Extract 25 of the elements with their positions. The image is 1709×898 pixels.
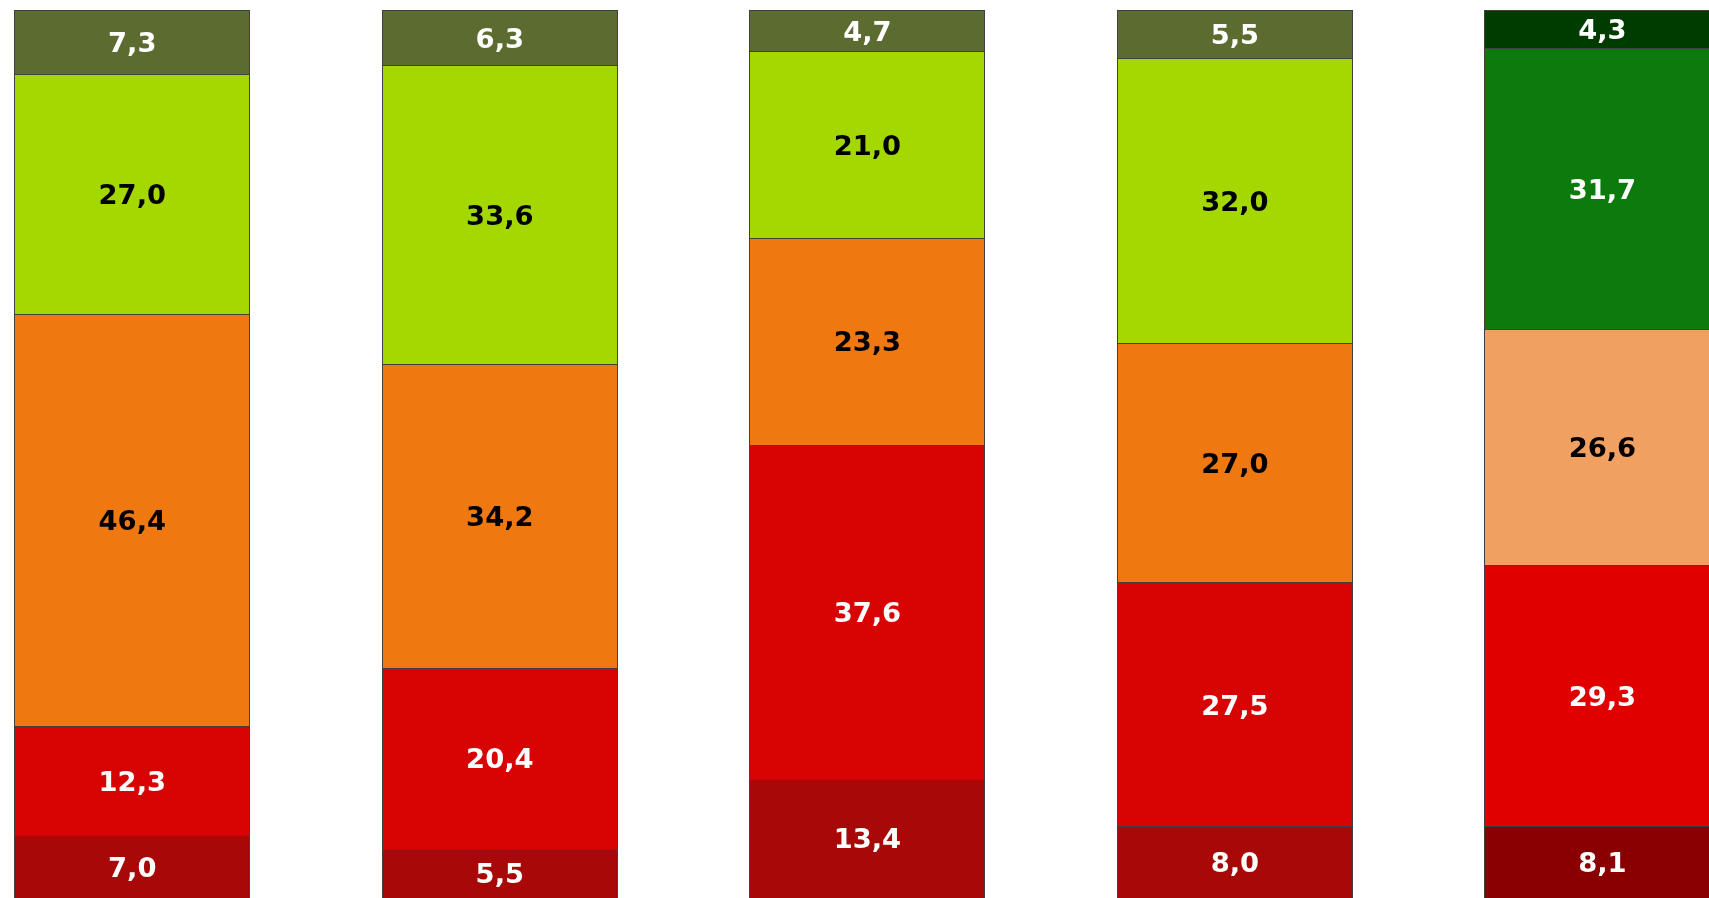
data-label: 31,7 — [1568, 173, 1637, 205]
data-label: 12,3 — [98, 765, 167, 797]
data-label: 32,0 — [1201, 185, 1269, 217]
data-label: 8,0 — [1210, 847, 1260, 879]
data-label: 23,3 — [833, 326, 902, 358]
data-label: 5,5 — [475, 858, 525, 890]
data-label: 33,6 — [466, 199, 534, 231]
data-label: 6,3 — [475, 22, 525, 54]
data-label: 46,4 — [98, 505, 167, 537]
data-label: 4,3 — [1578, 13, 1627, 45]
data-label: 26,6 — [1568, 432, 1637, 464]
data-label: 21,0 — [833, 129, 902, 161]
data-label: 7,3 — [108, 27, 157, 59]
data-label: 4,7 — [843, 15, 892, 47]
data-label: 27,0 — [1201, 447, 1269, 479]
data-label: 27,0 — [98, 179, 167, 211]
data-label: 5,5 — [1210, 19, 1260, 51]
data-label: 27,5 — [1201, 689, 1269, 721]
data-label: 20,4 — [466, 743, 534, 775]
data-label: 34,2 — [466, 500, 534, 532]
data-label: 29,3 — [1568, 680, 1637, 712]
data-label: 7,0 — [108, 851, 157, 883]
data-label: 37,6 — [833, 596, 902, 628]
data-label: 8,1 — [1578, 846, 1627, 878]
data-label: 13,4 — [833, 823, 902, 855]
